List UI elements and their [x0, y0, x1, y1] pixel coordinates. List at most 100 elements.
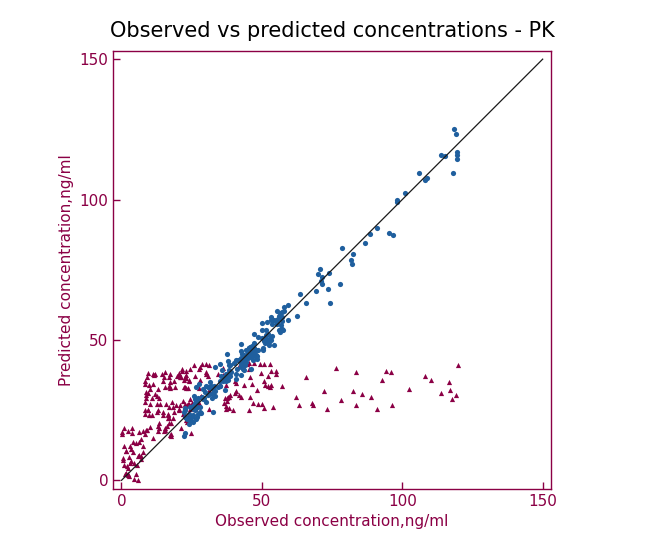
Point — [220, 375, 230, 383]
Point — [254, 360, 265, 368]
X-axis label: Observed concentration,ng/ml: Observed concentration,ng/ml — [215, 514, 448, 529]
Point — [138, 442, 148, 450]
Point — [233, 361, 244, 370]
Point — [153, 419, 164, 427]
Point — [334, 280, 345, 289]
Point — [192, 397, 202, 406]
Point — [277, 317, 287, 326]
Point — [188, 404, 198, 413]
Point — [136, 452, 146, 460]
Point — [274, 309, 285, 317]
Point — [259, 376, 269, 385]
Point — [203, 390, 214, 399]
Point — [244, 405, 254, 414]
Point — [238, 357, 248, 366]
Point — [133, 461, 143, 470]
Point — [119, 424, 129, 433]
Point — [422, 174, 432, 183]
Point — [213, 382, 224, 391]
Point — [246, 349, 256, 358]
Point — [250, 351, 261, 360]
Point — [244, 351, 255, 360]
Point — [436, 389, 447, 398]
Point — [222, 397, 233, 406]
Point — [294, 401, 304, 410]
Point — [192, 410, 203, 419]
Point — [242, 349, 253, 358]
Point — [198, 385, 209, 394]
Point — [143, 406, 153, 415]
Point — [270, 366, 281, 375]
Point — [222, 371, 232, 380]
Point — [239, 353, 250, 362]
Point — [165, 382, 176, 391]
Point — [246, 342, 257, 351]
Point — [237, 355, 247, 364]
Point — [348, 387, 358, 396]
Point — [160, 424, 170, 433]
Point — [240, 361, 250, 370]
Point — [150, 390, 160, 399]
Point — [238, 351, 248, 360]
Point — [181, 416, 192, 425]
Point — [265, 383, 275, 392]
Point — [200, 388, 210, 397]
Point — [162, 410, 173, 419]
Point — [144, 411, 154, 420]
Point — [377, 376, 387, 384]
Point — [184, 420, 194, 428]
Point — [307, 398, 317, 407]
Point — [210, 392, 220, 400]
Point — [207, 384, 218, 393]
Point — [381, 366, 391, 375]
Point — [136, 455, 147, 464]
Point — [261, 331, 271, 339]
Point — [201, 398, 211, 406]
Point — [137, 427, 148, 436]
Point — [179, 431, 189, 440]
Point — [127, 428, 137, 437]
Point — [239, 366, 250, 375]
Point — [331, 363, 341, 372]
Point — [219, 399, 229, 408]
Point — [185, 416, 195, 425]
Point — [447, 395, 457, 404]
Point — [142, 389, 153, 398]
Point — [160, 426, 170, 434]
Point — [262, 336, 272, 344]
Point — [150, 370, 160, 378]
Point — [140, 405, 151, 414]
Point — [345, 256, 356, 265]
Point — [224, 360, 235, 369]
Point — [256, 333, 266, 342]
Point — [123, 470, 133, 479]
Point — [140, 426, 151, 434]
Point — [162, 410, 173, 419]
Point — [400, 189, 410, 197]
Point — [195, 375, 205, 384]
Point — [185, 395, 195, 404]
Point — [233, 355, 244, 364]
Point — [123, 470, 133, 478]
Point — [213, 370, 224, 378]
Point — [180, 382, 190, 391]
Point — [188, 418, 198, 427]
Point — [187, 399, 197, 408]
Point — [196, 392, 207, 401]
Point — [136, 434, 146, 443]
Point — [244, 344, 254, 353]
Point — [337, 244, 347, 252]
Point — [229, 389, 240, 398]
Point — [121, 447, 131, 455]
Point — [182, 414, 192, 423]
Point — [181, 366, 192, 375]
Point — [162, 422, 172, 431]
Point — [259, 360, 269, 368]
Point — [263, 329, 273, 338]
Point — [194, 362, 205, 371]
Point — [215, 371, 226, 380]
Point — [196, 408, 206, 417]
Point — [276, 320, 286, 329]
Point — [181, 384, 192, 393]
Point — [271, 370, 281, 379]
